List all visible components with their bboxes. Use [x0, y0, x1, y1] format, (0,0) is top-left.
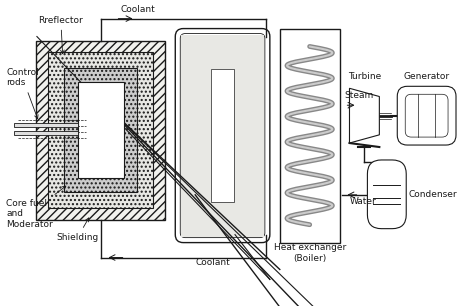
Text: Generator: Generator — [403, 72, 450, 81]
Text: Coolant: Coolant — [120, 5, 155, 14]
Bar — [234, 69, 264, 202]
FancyBboxPatch shape — [397, 86, 456, 145]
Bar — [280, 29, 339, 243]
Text: Water: Water — [349, 197, 376, 206]
Text: Condenser: Condenser — [408, 190, 457, 199]
Text: Core fuel
and
Moderator: Core fuel and Moderator — [6, 186, 66, 229]
Text: Turbine: Turbine — [348, 72, 381, 81]
Bar — [64, 68, 137, 192]
Text: Control
rods: Control rods — [6, 68, 39, 119]
Text: Shielding: Shielding — [56, 218, 99, 242]
Bar — [36, 41, 165, 220]
FancyBboxPatch shape — [367, 160, 406, 229]
Text: Heat exchanger
(Boiler): Heat exchanger (Boiler) — [273, 243, 346, 262]
Bar — [181, 202, 264, 237]
Bar — [14, 130, 78, 134]
Polygon shape — [349, 88, 379, 143]
Bar — [48, 52, 154, 208]
Bar — [78, 82, 124, 178]
Text: Rreflector: Rreflector — [38, 16, 83, 54]
Text: Steam: Steam — [345, 91, 374, 100]
Text: Coolant: Coolant — [195, 258, 230, 267]
Bar — [181, 35, 264, 69]
Bar — [181, 69, 211, 202]
Bar — [211, 69, 234, 202]
Bar — [14, 122, 78, 126]
FancyBboxPatch shape — [175, 29, 270, 243]
